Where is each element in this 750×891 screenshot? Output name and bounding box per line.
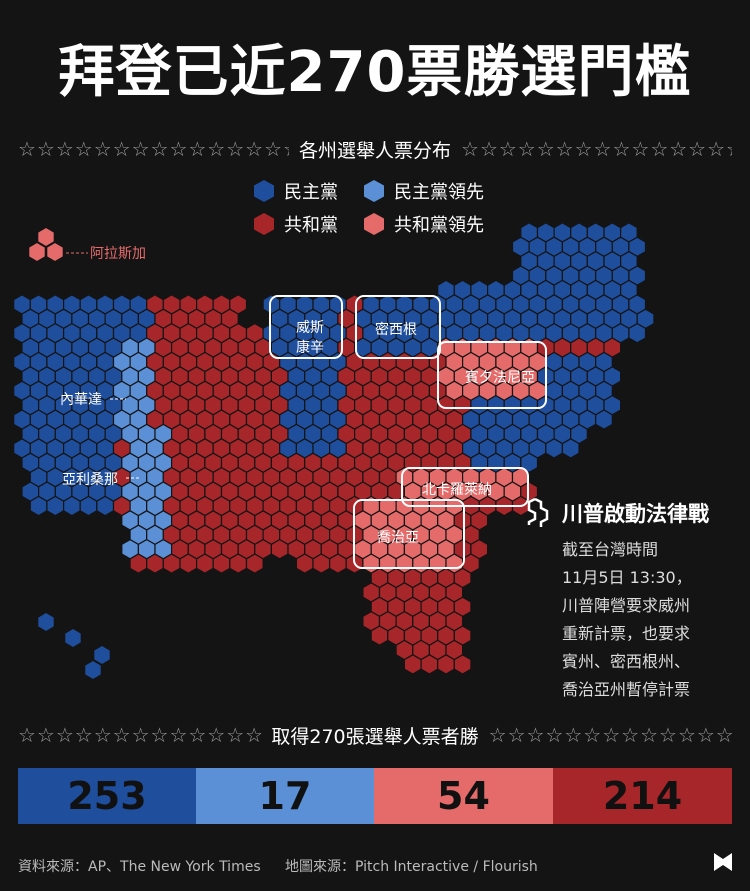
state-hex — [295, 553, 314, 574]
state-hex — [561, 438, 580, 459]
star-decoration: ☆☆☆☆☆☆☆☆☆☆☆☆☆☆☆☆☆☆☆☆☆☆ — [488, 723, 732, 747]
section-title: 取得270張選舉人票者勝 — [271, 725, 479, 748]
note-line: 截至台灣時間 — [562, 540, 659, 559]
state-hex — [146, 553, 164, 574]
battleground-outline — [401, 467, 529, 507]
state-hex — [437, 654, 455, 675]
star-decoration: ☆☆☆☆☆☆☆☆☆☆☆☆☆☆☆☆☆☆☆☆☆☆ — [18, 137, 289, 161]
hawaii-hex — [64, 627, 82, 649]
legend-item-dem: 民主黨 — [252, 178, 338, 204]
state-hex — [179, 553, 198, 574]
state-hex — [270, 538, 289, 560]
legend-label: 民主黨 — [284, 182, 338, 203]
battleground-outline — [269, 295, 343, 359]
state-hex — [129, 553, 148, 574]
hex-outline-icon — [527, 497, 549, 527]
state-hex — [229, 553, 248, 574]
state-hex — [420, 654, 439, 675]
state-hex — [212, 553, 231, 574]
star-decoration: ☆☆☆☆☆☆☆☆☆☆☆☆☆☆☆☆☆☆☆☆☆☆ — [18, 723, 262, 747]
state-label-wisconsin: 威斯 康辛 — [296, 320, 324, 356]
trump-heading: 川普啟動法律戰 — [526, 496, 709, 530]
tally-rep: 214 — [553, 768, 732, 824]
hawaii-hex — [93, 644, 111, 666]
note-line: 川普陣營要求威州 — [562, 596, 691, 615]
legend-item-rep: 共和黨 — [252, 211, 338, 237]
tally-dem-lead: 17 — [196, 768, 374, 824]
battleground-outline — [353, 499, 465, 569]
alaska-hex — [28, 241, 46, 263]
alaska-hex — [46, 241, 64, 263]
note-line: 重新計票，也要求 — [562, 624, 691, 643]
state-hex — [29, 495, 48, 517]
state-hex — [162, 553, 181, 574]
state-hex — [628, 322, 647, 344]
state-label-georgia: 喬治亞 — [377, 530, 419, 546]
electoral-vote-bar: 253 17 54 214 — [18, 768, 732, 824]
hawaii-hex — [84, 659, 102, 681]
section-header-threshold: ☆☆☆☆☆☆☆☆☆☆☆☆☆☆☆☆☆☆☆☆☆☆ 取得270張選舉人票者勝 ☆☆☆☆… — [18, 720, 732, 750]
state-hex — [329, 553, 347, 574]
legend-item-rep-lead: 共和黨領先 — [362, 211, 484, 237]
battleground-outline — [437, 341, 547, 409]
section-title: 各州選舉人票分布 — [299, 139, 452, 162]
hawaii-hex — [37, 611, 55, 633]
state-hex — [46, 495, 65, 517]
battleground-outline — [355, 295, 441, 359]
state-label-pennsylvania: 賓夕法尼亞 — [465, 370, 535, 386]
tally-rep-lead: 54 — [374, 768, 553, 824]
hex-icon — [364, 180, 384, 202]
hex-icon — [254, 213, 274, 235]
legend-label: 共和黨領先 — [394, 215, 484, 236]
tally-dem: 253 — [18, 768, 196, 824]
state-hex — [595, 409, 613, 430]
state-label-alaska: 阿拉斯加 — [90, 246, 146, 262]
state-label-nevada: 內華達 — [60, 392, 102, 408]
state-hex — [96, 495, 115, 517]
legend-label: 共和黨 — [284, 215, 338, 236]
state-hex — [545, 438, 564, 459]
map-source: 地圖來源：Pitch Interactive / Flourish — [285, 859, 538, 875]
hex-grid — [13, 222, 655, 675]
note-line: 11月5日 13:30， — [562, 568, 692, 587]
trump-note: 截至台灣時間 11月5日 13:30， 川普陣營要求威州 重新計票，也要求 賓州… — [562, 536, 732, 704]
state-label-arizona: 亞利桑那 — [62, 472, 118, 488]
hex-map — [13, 222, 655, 681]
data-source: 資料來源：AP、The New York Times — [18, 859, 261, 875]
state-hex — [79, 495, 98, 517]
state-label-north-carolina: 北卡羅萊納 — [422, 482, 492, 498]
star-decoration: ☆☆☆☆☆☆☆☆☆☆☆☆☆☆☆☆☆☆☆☆☆☆ — [461, 137, 732, 161]
note-line: 賓州、密西根州、 — [562, 652, 691, 671]
state-hex — [62, 495, 81, 517]
state-hex — [196, 553, 214, 574]
state-hex — [453, 654, 472, 675]
section-header-distribution: ☆☆☆☆☆☆☆☆☆☆☆☆☆☆☆☆☆☆☆☆☆☆ 各州選舉人票分布 ☆☆☆☆☆☆☆☆… — [18, 134, 732, 164]
legend-label: 民主黨領先 — [394, 182, 484, 203]
state-hex — [370, 625, 389, 646]
legend-item-dem-lead: 民主黨領先 — [362, 178, 484, 204]
hex-icon — [254, 180, 274, 202]
state-hex — [403, 654, 422, 675]
state-hex — [245, 553, 264, 574]
state-hex — [312, 553, 331, 574]
state-label-michigan: 密西根 — [375, 322, 417, 338]
brand-logo-icon — [714, 853, 732, 871]
note-line: 喬治亞州暫停計票 — [562, 680, 691, 699]
hex-icon — [364, 213, 384, 235]
page-title: 拜登已近270票勝選門檻 — [58, 40, 692, 105]
alaska-hex — [37, 226, 55, 248]
